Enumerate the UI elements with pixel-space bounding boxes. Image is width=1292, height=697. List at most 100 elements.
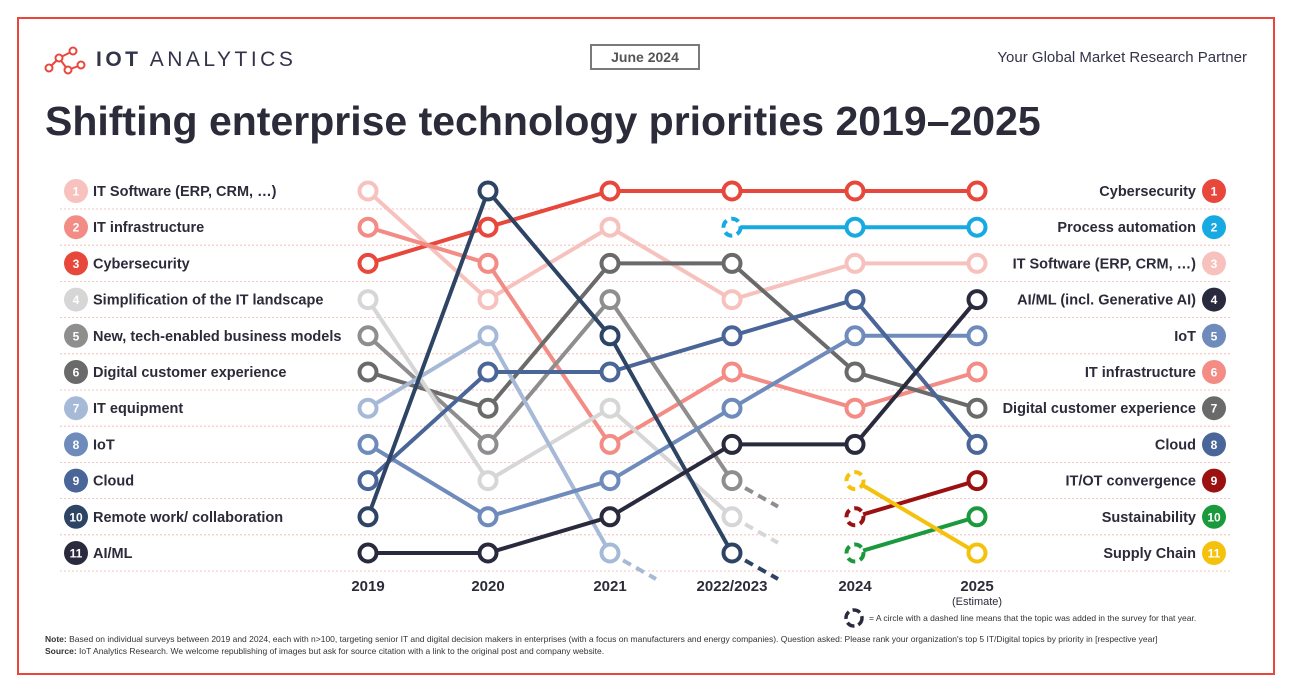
right-topic-label: Supply Chain bbox=[1103, 546, 1196, 562]
right-rank-number: 5 bbox=[1211, 329, 1218, 343]
right-topic-label: Cloud bbox=[1155, 437, 1196, 453]
line-simplification-of-the-it-landscape bbox=[608, 406, 734, 519]
marker-it-equipment bbox=[357, 397, 379, 419]
marker-ai-ml bbox=[966, 289, 988, 311]
left-rank-badge bbox=[64, 432, 88, 457]
line-cloud bbox=[608, 333, 734, 374]
line-supply-chain bbox=[853, 478, 979, 555]
marker-ai-ml bbox=[844, 433, 866, 455]
marker-cybersecurity bbox=[477, 216, 499, 238]
left-topic-label: Cybersecurity bbox=[93, 256, 190, 272]
marker-cybersecurity bbox=[357, 252, 379, 274]
right-rank-number: 2 bbox=[1211, 221, 1218, 235]
left-rank-badge bbox=[64, 215, 88, 240]
marker-simplification-of-the-it-landscape bbox=[599, 397, 621, 419]
line-it-ot-convergence bbox=[853, 478, 979, 519]
marker-it-infrastructure bbox=[357, 216, 379, 238]
marker-it-ot-convergence bbox=[844, 506, 866, 528]
line-it-software-erp-crm bbox=[730, 261, 857, 302]
marker-it-infrastructure bbox=[599, 433, 621, 455]
marker-cloud bbox=[599, 361, 621, 383]
logo-text: IOT ANALYTICS bbox=[96, 48, 297, 71]
logo: IOT ANALYTICS bbox=[42, 44, 296, 76]
marker-supply-chain bbox=[966, 542, 988, 564]
x-tick-label: 2020 bbox=[471, 578, 504, 595]
left-rank-badge bbox=[64, 396, 88, 421]
marker-iot bbox=[721, 397, 743, 419]
right-topic-label: Cybersecurity bbox=[1099, 184, 1196, 200]
left-rank-number: 1 bbox=[73, 185, 80, 199]
left-rank-badge bbox=[64, 323, 88, 348]
right-rank-badge bbox=[1202, 396, 1226, 421]
marker-remote-work-collaboration bbox=[357, 506, 379, 528]
marker-ai-ml bbox=[477, 542, 499, 564]
left-rank-badge bbox=[64, 541, 88, 565]
line-iot bbox=[486, 478, 612, 519]
chart-labels: 1 IT Software (ERP, CRM, …) 2 IT infrastruc… bbox=[64, 179, 1226, 608]
right-rank-badge bbox=[1202, 215, 1226, 240]
series-markers bbox=[357, 180, 988, 564]
marker-new-tech-enabled-business-models bbox=[599, 289, 621, 311]
marker-it-software-erp-crm bbox=[357, 180, 379, 202]
right-rank-number: 9 bbox=[1211, 474, 1218, 488]
left-topic-label: IT equipment bbox=[93, 401, 183, 417]
left-rank-badge bbox=[64, 504, 88, 529]
marker-cybersecurity bbox=[599, 180, 621, 202]
marker-cloud bbox=[966, 433, 988, 455]
dashed-circle-icon bbox=[844, 608, 864, 628]
marker-it-equipment bbox=[599, 542, 621, 564]
marker-it-infrastructure bbox=[477, 252, 499, 274]
right-rank-number: 1 bbox=[1211, 185, 1218, 199]
x-tick-label: 2025 bbox=[960, 578, 993, 595]
line-sustainability bbox=[853, 514, 979, 555]
left-rank-badge bbox=[64, 468, 88, 493]
marker-cybersecurity bbox=[966, 180, 988, 202]
footer-source: Source: IoT Analytics Research. We welco… bbox=[45, 646, 605, 656]
marker-iot bbox=[844, 325, 866, 347]
x-tick-label: 2019 bbox=[351, 578, 384, 595]
x-tick-label: 2024 bbox=[838, 578, 872, 595]
line-digital-customer-experience bbox=[486, 261, 612, 411]
line-it-infrastructure bbox=[608, 370, 734, 447]
right-topic-label: Process automation bbox=[1057, 220, 1196, 236]
marker-simplification-of-the-it-landscape bbox=[721, 506, 743, 528]
right-rank-badge bbox=[1202, 323, 1226, 348]
right-topic-label: Sustainability bbox=[1102, 510, 1196, 526]
marker-ai-ml bbox=[357, 542, 379, 564]
line-ai-ml bbox=[608, 442, 734, 519]
line-it-infrastructure bbox=[486, 261, 612, 447]
right-rank-number: 4 bbox=[1211, 293, 1218, 307]
right-rank-badge bbox=[1202, 360, 1226, 384]
right-rank-badge bbox=[1202, 287, 1226, 312]
marker-sustainability bbox=[966, 506, 988, 528]
marker-it-software-erp-crm bbox=[966, 252, 988, 274]
marker-digital-customer-experience bbox=[599, 252, 621, 274]
line-it-infrastructure bbox=[366, 225, 490, 266]
marker-new-tech-enabled-business-models bbox=[357, 325, 379, 347]
left-topic-label: Remote work/ collaboration bbox=[93, 510, 283, 526]
marker-digital-customer-experience bbox=[721, 252, 743, 274]
left-topic-label: New, tech-enabled business models bbox=[93, 329, 341, 345]
marker-cybersecurity bbox=[844, 180, 866, 202]
right-rank-badge bbox=[1202, 432, 1226, 457]
left-rank-number: 3 bbox=[73, 257, 80, 271]
marker-it-software-erp-crm bbox=[721, 289, 743, 311]
marker-process-automation bbox=[966, 216, 988, 238]
left-topic-label: Simplification of the IT landscape bbox=[93, 293, 323, 309]
line-it-infrastructure bbox=[730, 370, 857, 411]
marker-cybersecurity bbox=[721, 180, 743, 202]
line-iot bbox=[366, 442, 490, 519]
left-rank-number: 4 bbox=[73, 293, 80, 307]
marker-iot bbox=[477, 506, 499, 528]
left-rank-badge bbox=[64, 287, 88, 312]
right-rank-badge bbox=[1202, 468, 1226, 493]
x-tick-label: 2021 bbox=[593, 578, 626, 595]
line-ai-ml bbox=[486, 514, 612, 555]
line-simplification-of-the-it-landscape bbox=[366, 297, 490, 483]
right-topic-label: IT infrastructure bbox=[1085, 365, 1196, 381]
left-rank-number: 11 bbox=[70, 547, 83, 561]
marker-it-software-erp-crm bbox=[599, 216, 621, 238]
marker-remote-work-collaboration bbox=[721, 542, 743, 564]
left-rank-number: 7 bbox=[73, 402, 80, 416]
